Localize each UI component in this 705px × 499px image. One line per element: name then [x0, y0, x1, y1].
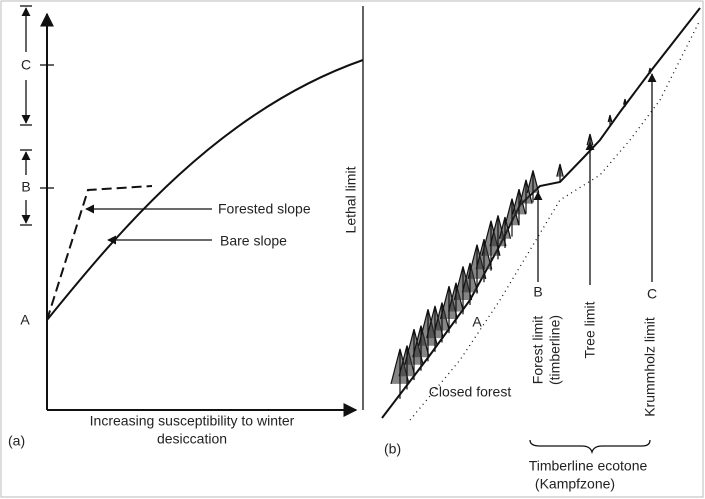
- tree: [398, 345, 416, 390]
- tree: [586, 133, 594, 150]
- brace: [529, 439, 651, 455]
- forest-limit-label: (timberline): [547, 315, 563, 385]
- panel-label: (a): [8, 433, 25, 449]
- point-label: B: [533, 284, 542, 300]
- tree: [607, 114, 613, 125]
- closed-forest-label: Closed forest: [429, 384, 512, 400]
- panel-label: (b): [384, 441, 401, 457]
- level-label: C: [21, 57, 31, 73]
- forested-curve: [46, 185, 153, 321]
- ecotone-label: Timberline ecotone: [529, 458, 648, 474]
- tree: [556, 163, 564, 182]
- tree: [448, 282, 464, 324]
- point-label: C: [647, 286, 657, 302]
- tree: [648, 67, 652, 74]
- forest-limit-label: Forest limit: [530, 316, 546, 385]
- panel-a: C B A Forested slope Bare slope Lethal l…: [8, 5, 364, 449]
- tree: [412, 325, 430, 371]
- level-label: A: [20, 312, 30, 328]
- panel-b: B C A Forest limit (timberline) Tree lim…: [381, 7, 701, 492]
- level-label: B: [21, 179, 30, 195]
- lethal-label: Lethal limit: [343, 166, 359, 233]
- tree: [504, 198, 520, 237]
- x-axis-label: Increasing susceptibility to winter: [90, 413, 295, 429]
- point-label: A: [472, 314, 482, 330]
- tree: [622, 98, 628, 107]
- ecotone-label: (Kampfzone): [535, 476, 615, 492]
- bare-curve: [46, 59, 364, 321]
- tree: [498, 216, 512, 248]
- krummholz-label: Krummholz limit: [642, 317, 658, 417]
- x-axis-label: desiccation: [157, 431, 227, 447]
- tree: [526, 170, 540, 203]
- tree-limit-label: Tree limit: [582, 301, 598, 358]
- tree: [519, 179, 533, 214]
- bare-label: Bare slope: [220, 233, 287, 249]
- forested-label: Forested slope: [218, 201, 311, 217]
- tree: [511, 189, 527, 226]
- tree: [434, 302, 450, 343]
